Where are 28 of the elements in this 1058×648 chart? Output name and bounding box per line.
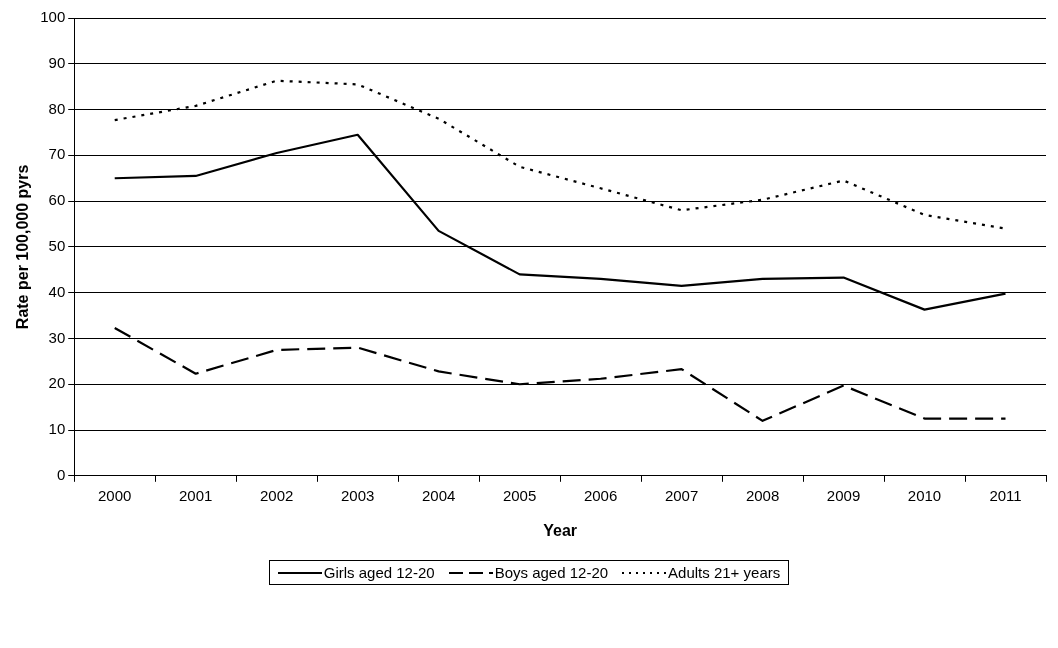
y-tick-label: 100 [40,8,66,26]
x-tick-label: 2007 [664,486,699,504]
y-tick-label: 80 [48,99,66,117]
x-tick-label: 2008 [745,486,780,504]
x-tick-label: 2001 [179,486,213,504]
legend-label: Adults 21+ years [668,564,781,581]
y-axis-title: Rate per 100,000 pyrs [14,164,32,330]
x-axis-title: Year [543,521,578,539]
y-tick-label: 20 [48,374,66,392]
x-tick-label: 2003 [340,486,375,504]
x-tick-label: 2005 [502,486,537,504]
x-tick-label: 2004 [421,486,456,504]
legend-label: Boys aged 12-20 [494,564,609,581]
x-tick-label: 2000 [98,486,132,504]
y-tick-label: 0 [56,465,66,483]
x-tick-label: 2010 [907,486,942,504]
y-tick-label: 40 [48,282,66,300]
x-tick-label: 2011 [989,486,1022,504]
y-tick-label: 60 [48,191,66,209]
x-tick-label: 2002 [259,486,294,504]
x-tick-label: 2006 [583,486,618,504]
y-tick-label: 10 [48,420,66,438]
y-tick-label: 50 [48,237,66,255]
y-tick-label: 70 [48,145,66,163]
x-tick-label: 2009 [826,486,861,504]
y-tick-label: 30 [48,328,66,346]
legend-label: Girls aged 12-20 [323,564,435,581]
y-tick-label: 90 [48,53,66,71]
